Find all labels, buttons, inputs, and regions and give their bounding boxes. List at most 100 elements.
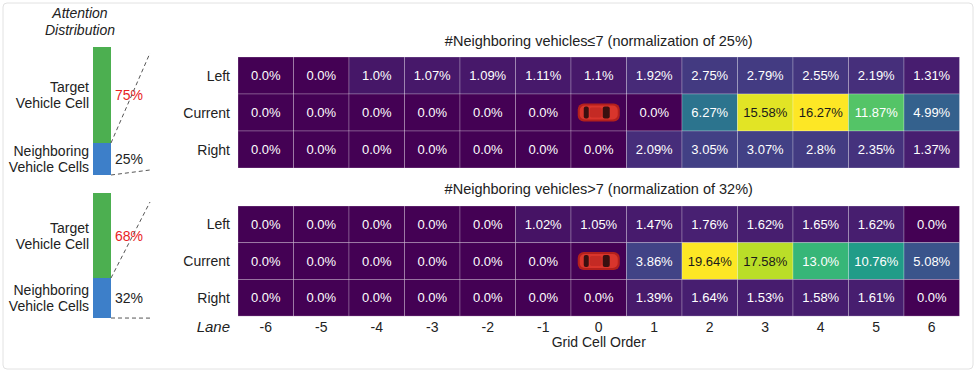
attention-value-label: 68%: [115, 228, 143, 244]
heatmap-cell: [738, 131, 794, 168]
x-axis-label: Grid Cell Order: [552, 334, 646, 350]
heatmap-cell: [682, 94, 738, 131]
cell-label: 1.37%: [913, 142, 950, 157]
car-body: [578, 104, 620, 122]
heatmap-cell: [405, 279, 461, 316]
heatmap-cell: [349, 243, 405, 280]
cell-label: 0.0%: [473, 217, 503, 232]
cell-label: 1.02%: [525, 217, 562, 232]
cell-label: 1.64%: [691, 290, 728, 305]
cell-label: 1.09%: [469, 68, 506, 83]
heatmap-cell: [349, 279, 405, 316]
heatmap-cell: [238, 279, 294, 316]
heatmap-cell: [349, 94, 405, 131]
x-tick-label: -1: [537, 319, 550, 335]
heatmap-cell: [738, 243, 794, 280]
heatmap-cell: [294, 279, 350, 316]
cell-label: 2.19%: [858, 68, 895, 83]
heatmap-cell: [294, 57, 350, 94]
heatmap-cell: [738, 279, 794, 316]
heatmap-cell: [849, 131, 905, 168]
car-body: [578, 252, 620, 270]
cell-label: 0.0%: [362, 142, 392, 157]
row-label: Right: [197, 142, 230, 158]
cell-label: 0.0%: [251, 68, 281, 83]
row-label: Left: [207, 216, 230, 232]
cell-label: 1.76%: [691, 217, 728, 232]
heatmap-cell: [460, 57, 516, 94]
heatmap-cells: [238, 57, 960, 168]
heatmap-cell: [516, 243, 572, 280]
x-tick-label: 2: [706, 319, 714, 335]
cell-label: 0.0%: [362, 217, 392, 232]
heatmap-cell: [738, 206, 794, 243]
attention-category: NeighboringVehicle Cells: [9, 282, 89, 314]
heatmap-cell: [294, 243, 350, 280]
guide-line: [111, 170, 150, 175]
cell-label: 0.0%: [251, 290, 281, 305]
heatmap-cell: [460, 94, 516, 131]
attention-category-line: Vehicle Cells: [9, 159, 89, 175]
attention-segment: [93, 143, 111, 175]
cell-label: 0.0%: [528, 254, 558, 269]
cell-label: 0.0%: [417, 217, 447, 232]
heatmap-cell: [405, 57, 461, 94]
attention-category-line: Vehicle Cells: [9, 298, 89, 314]
attention-category: NeighboringVehicle Cells: [9, 143, 89, 175]
cell-label: 0.0%: [362, 290, 392, 305]
cell-label: 0.0%: [473, 105, 503, 120]
cell-label: 0.0%: [417, 142, 447, 157]
x-tick-label: -2: [482, 319, 495, 335]
heatmap-cell: [238, 131, 294, 168]
x-tick-label: 6: [928, 319, 936, 335]
cell-label: 0.0%: [362, 105, 392, 120]
cell-label: 1.65%: [802, 217, 839, 232]
heatmap-cell: [571, 206, 627, 243]
attention-title-line: Distribution: [45, 22, 115, 38]
heatmap-cell: [516, 279, 572, 316]
attention-category-line: Vehicle Cell: [16, 236, 89, 252]
cell-label: 1.92%: [636, 68, 673, 83]
heatmap-cell: [460, 131, 516, 168]
heatmap-cell: [682, 279, 738, 316]
cell-label: 1.31%: [913, 68, 950, 83]
target-vehicle-cell: [571, 94, 627, 131]
attention-value-label: 32%: [115, 290, 143, 306]
cell-label: 1.05%: [580, 217, 617, 232]
cell-label: 1.62%: [747, 217, 784, 232]
car-top: [580, 106, 618, 120]
cell-label: 1.07%: [414, 68, 451, 83]
attention-category: TargetVehicle Cell: [16, 220, 89, 252]
row-label: Current: [183, 105, 230, 121]
heatmap-cell: [793, 206, 849, 243]
cell-label: 2.75%: [691, 68, 728, 83]
cell-label: 2.09%: [636, 142, 673, 157]
heatmap-cell: [849, 206, 905, 243]
attention-category-line: Target: [50, 220, 89, 236]
cell-label: 0.0%: [473, 142, 503, 157]
cell-label: 0.0%: [417, 254, 447, 269]
heatmap-cell: [349, 57, 405, 94]
car-icon: [578, 104, 620, 122]
cell-label: 1.1%: [584, 68, 614, 83]
heatmap-cell: [849, 279, 905, 316]
heatmap-cell: [627, 279, 683, 316]
heatmap-cells: [238, 206, 960, 316]
heatmap-cell: [516, 57, 572, 94]
heatmap-cell: [904, 131, 960, 168]
heatmap-cell: [405, 206, 461, 243]
x-tick-label: 0: [595, 319, 603, 335]
cell-label: 1.58%: [802, 290, 839, 305]
heatmap-cell: [349, 131, 405, 168]
car-windshield: [603, 255, 610, 267]
attention-category-line: Neighboring: [14, 282, 90, 298]
cell-label: 0.0%: [917, 217, 947, 232]
x-tick-label: 1: [650, 319, 658, 335]
guide-line: [111, 202, 150, 278]
cell-label: 2.8%: [806, 142, 836, 157]
heatmap-cell: [849, 57, 905, 94]
car-roof: [590, 108, 602, 118]
heatmap-cell: [238, 243, 294, 280]
heatmap-cell: [571, 279, 627, 316]
heatmap-cell: [682, 57, 738, 94]
